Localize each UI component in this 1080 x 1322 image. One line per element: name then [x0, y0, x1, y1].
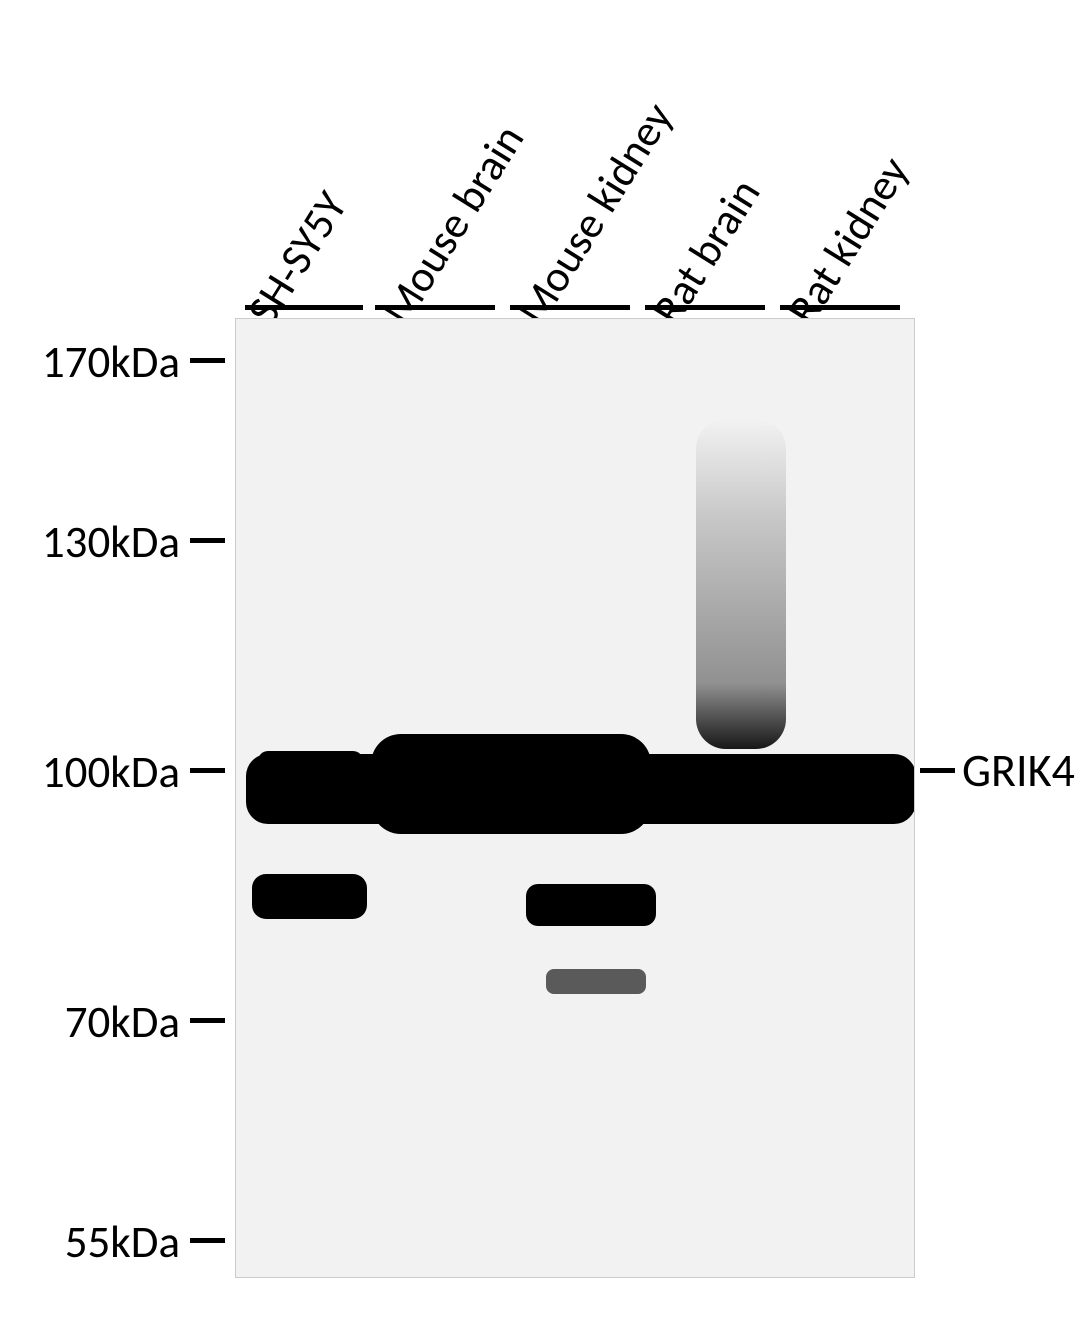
lane-underline-5 [780, 305, 900, 310]
mw-label-100: 100kDa [0, 745, 180, 800]
mw-label-170: 170kDa [0, 335, 180, 390]
mw-label-55: 55kDa [0, 1215, 180, 1270]
band-lane3-70kda [546, 969, 646, 994]
mw-tick-55 [190, 1238, 225, 1243]
lane-underline-2 [375, 305, 495, 310]
band-lane1-80kda [252, 874, 367, 919]
lane-label-1: SH-SY5Y [235, 182, 358, 334]
band-grik4-thick [371, 734, 651, 834]
mw-tick-170 [190, 358, 225, 363]
band-lane3-80kda [526, 884, 656, 926]
mw-tick-100 [190, 768, 225, 773]
blot-membrane [235, 318, 915, 1278]
mw-label-70: 70kDa [0, 995, 180, 1050]
target-band-label: GRIK4 [962, 743, 1075, 799]
mw-tick-130 [190, 538, 225, 543]
western-blot-figure: 170kDa 130kDa 100kDa 70kDa 55kDa SH-SY5Y… [0, 0, 1080, 1322]
lane-underline-3 [510, 305, 630, 310]
mw-tick-70 [190, 1018, 225, 1023]
smear-rat-brain [696, 419, 786, 749]
lane-underline-4 [645, 305, 765, 310]
lane-underline-1 [245, 305, 363, 310]
target-band-tick [920, 768, 955, 773]
mw-label-130: 130kDa [0, 515, 180, 570]
